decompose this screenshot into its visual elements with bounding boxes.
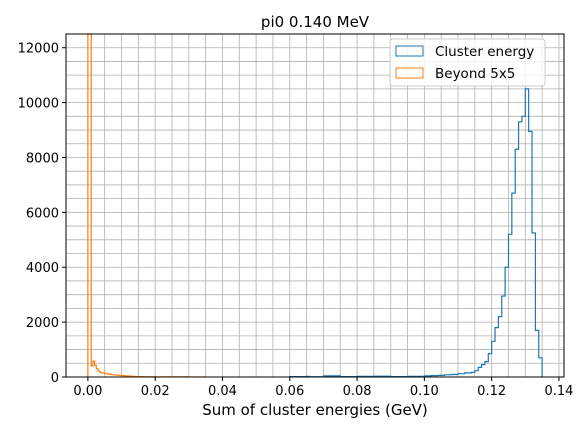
legend-swatch-beyond-5x5 <box>395 67 424 79</box>
legend-label-cluster-energy: Cluster energy <box>435 44 534 60</box>
axis-ticks: 0.00 0.02 0.04 0.06 0.08 0.10 0.12 0.14 0 2000 400… <box>18 42 574 399</box>
y-tick-label: 0 <box>51 371 59 386</box>
x-tick-label: 0.02 <box>141 384 170 399</box>
series-line-cluster-energy <box>289 88 543 378</box>
x-tick-label: 0.04 <box>208 384 237 399</box>
legend-swatch-cluster-energy <box>395 45 424 57</box>
legend-label-beyond-5x5: Beyond 5x5 <box>435 66 515 82</box>
y-tick-label: 8000 <box>26 151 59 166</box>
legend-box <box>389 38 546 87</box>
y-tick-label: 2000 <box>26 316 59 331</box>
y-tick-label: 4000 <box>26 261 59 276</box>
chart-title: pi0 0.140 MeV <box>261 13 370 31</box>
legend: Cluster energy Beyond 5x5 <box>389 38 546 87</box>
x-tick-label: 0.14 <box>544 384 573 399</box>
x-tick-label: 0.08 <box>343 384 372 399</box>
x-tick-label: 0.10 <box>410 384 439 399</box>
y-tick-label: 12000 <box>18 42 59 57</box>
plot-frame <box>65 33 565 378</box>
x-axis-label: Sum of cluster energies (GeV) <box>202 401 428 419</box>
x-tick-label: 0.06 <box>275 384 304 399</box>
x-tick-label: 0.12 <box>477 384 506 399</box>
grid-lines <box>66 33 564 378</box>
x-tick-label: 0.00 <box>73 384 102 399</box>
y-tick-label: 6000 <box>26 206 59 221</box>
y-tick-label: 10000 <box>18 97 59 112</box>
